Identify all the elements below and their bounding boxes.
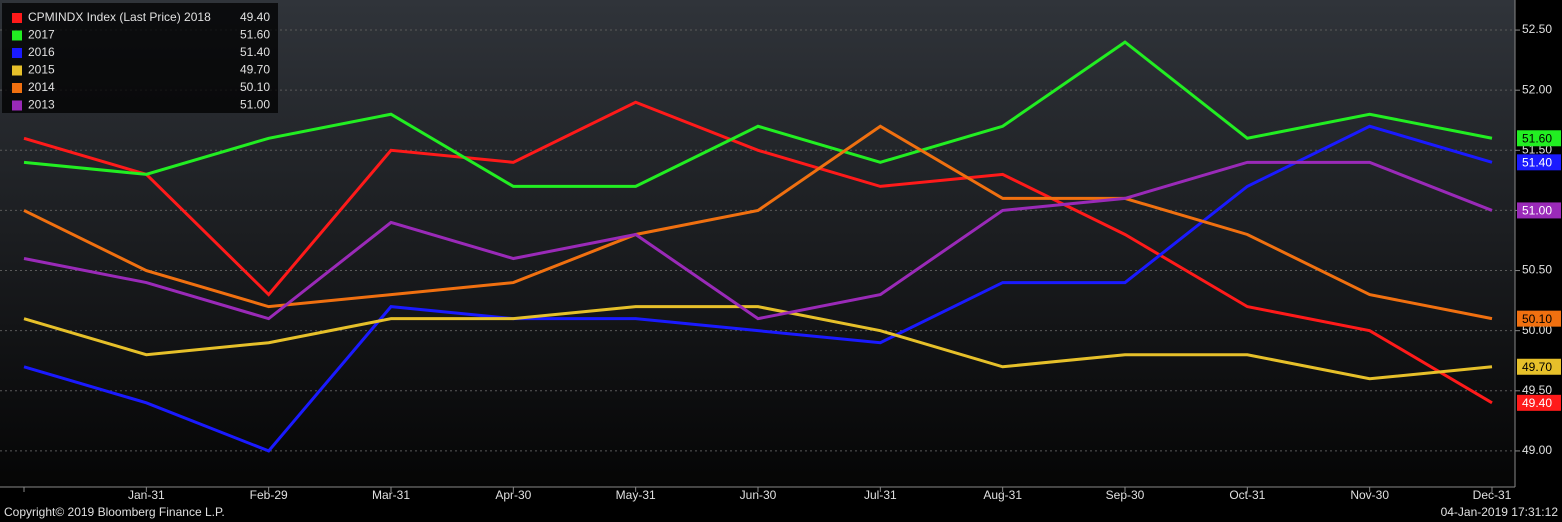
legend-box (2, 3, 278, 113)
legend-swatch (12, 100, 22, 111)
legend-value: 51.40 (240, 45, 270, 59)
value-tag-box (1517, 310, 1561, 327)
legend-label: 2014 (28, 80, 55, 94)
legend-label: CPMINDX Index (Last Price) 2018 (28, 10, 211, 24)
value-tag-label: 50.10 (1522, 312, 1552, 326)
x-tick-label: Dec-31 (1473, 488, 1512, 502)
x-tick-label: Jul-31 (864, 488, 897, 502)
series-line (23, 160, 1493, 321)
x-tick-label: Nov-30 (1350, 488, 1389, 502)
value-tag: 51.60 (1517, 130, 1561, 147)
value-tag-label: 51.00 (1522, 204, 1552, 218)
x-tick-label: Sep-30 (1106, 488, 1145, 502)
value-tag: 51.40 (1517, 154, 1561, 171)
legend-swatch (12, 48, 22, 58)
value-tag-label: 49.40 (1522, 396, 1552, 410)
value-tag-box (1517, 154, 1561, 171)
series-line (23, 100, 1493, 405)
series-line (23, 40, 1493, 188)
legend-value: 51.60 (240, 28, 270, 42)
y-tick-label: 50.50 (1522, 263, 1552, 277)
legend-label: 2017 (28, 28, 55, 42)
legend-swatch (12, 65, 22, 76)
legend-value: 49.70 (240, 63, 270, 77)
value-tag-label: 51.40 (1522, 156, 1552, 170)
value-tag-box (1517, 358, 1561, 375)
copyright: Copyright© 2019 Bloomberg Finance L.P. (4, 505, 225, 519)
legend-swatch (12, 83, 22, 93)
value-tag-box (1517, 394, 1561, 411)
x-tick-label: Apr-30 (495, 488, 531, 502)
value-tag-label: 49.70 (1522, 360, 1552, 374)
x-tick-label: Jan-31 (128, 488, 165, 502)
value-tag: 50.10 (1517, 310, 1561, 327)
value-tag: 49.70 (1517, 358, 1561, 375)
legend-value: 51.00 (240, 98, 270, 112)
legend-value: 49.40 (240, 10, 270, 24)
value-tag: 51.00 (1517, 202, 1561, 219)
series-line (23, 305, 1493, 381)
y-tick-label: 49.00 (1522, 443, 1552, 457)
legend: CPMINDX Index (Last Price) 2018 49.40 2017… (2, 3, 278, 113)
y-tick-label: 49.50 (1522, 383, 1552, 397)
value-tag-label: 51.60 (1522, 131, 1552, 145)
x-tick-label: Oct-31 (1229, 488, 1265, 502)
x-tick-label: Feb-29 (250, 488, 288, 502)
value-tag-box (1517, 130, 1561, 147)
legend-swatch (12, 30, 22, 41)
legend-swatch (12, 13, 22, 23)
series-line (23, 124, 1493, 321)
y-tick-label: 52.50 (1522, 22, 1552, 36)
legend-label: 2015 (28, 63, 55, 77)
x-tick-label: May-31 (616, 488, 656, 502)
legend-label: 2013 (28, 98, 55, 112)
series-line (23, 124, 1493, 453)
x-tick-label: Mar-31 (372, 488, 410, 502)
value-tag: 49.40 (1517, 394, 1561, 411)
legend-value: 50.10 (240, 80, 270, 94)
legend-label: 2016 (28, 45, 55, 59)
x-tick-label: Jun-30 (740, 488, 777, 502)
timestamp: 04-Jan-2019 17:31:12 (1441, 505, 1559, 519)
x-tick-label: Aug-31 (983, 488, 1022, 502)
y-tick-label: 52.00 (1522, 82, 1552, 96)
value-tag-box (1517, 202, 1561, 219)
